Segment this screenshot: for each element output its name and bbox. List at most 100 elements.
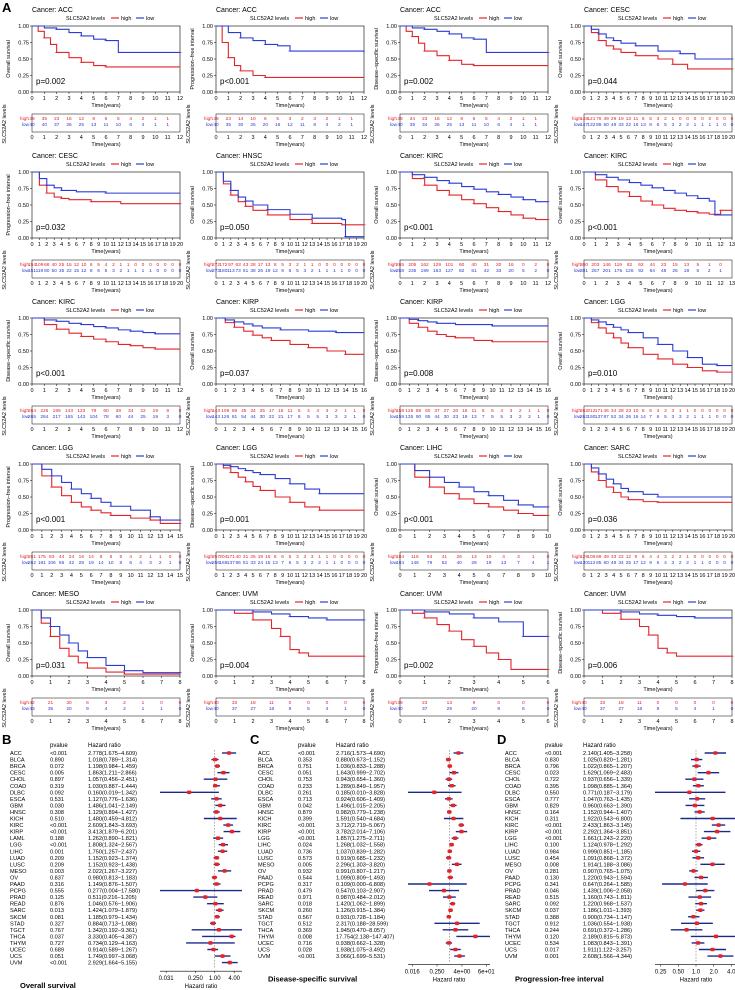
risk-x-tick-label: 4 <box>70 573 73 579</box>
risk-x-tick-label: 19 <box>354 573 360 579</box>
risk-table-ylabel: SLC52A2 levels <box>186 688 192 727</box>
risk-x-tick-label: 2 <box>229 573 232 579</box>
risk-low-count: 6 <box>522 706 525 712</box>
forest-hr-text: 0.999(0.851−1.185) <box>583 849 632 855</box>
forest-hr-text: 1.083(0.843−1.391) <box>583 941 632 947</box>
risk-x-tick-label: 10 <box>655 135 661 141</box>
risk-table-frame <box>31 405 181 425</box>
forest-cancer-label: LAML <box>10 836 25 842</box>
risk-high-count: 0 <box>547 262 550 268</box>
risk-high-count: 0 <box>547 408 550 414</box>
forest-cancer-label: SKCM <box>258 908 275 914</box>
risk-low-count: 3 <box>166 414 169 420</box>
y-tick-label: 0.25 <box>202 512 213 518</box>
risk-x-tick-label: 6 <box>259 573 262 579</box>
x-tick-label: 1 <box>590 388 593 394</box>
forest-hr-text: 0.771(0.187−3.179) <box>583 790 632 796</box>
risk-low-count: 2 <box>318 560 321 566</box>
risk-high-count: 0 <box>171 262 174 268</box>
risk-low-count: 151 <box>28 268 36 274</box>
risk-high-count: 0 <box>179 408 182 414</box>
risk-x-tick-label: 8 <box>362 719 365 725</box>
risk-low-count: 1 <box>350 122 353 128</box>
risk-low-count: 2 <box>534 268 537 274</box>
x-tick-label: 2 <box>423 242 426 248</box>
risk-high-count: 158 <box>396 408 404 414</box>
forest-x-tick-label: 1.00 <box>209 976 221 982</box>
risk-low-count: 180 <box>219 268 227 274</box>
risk-low-count: 7 <box>281 560 284 566</box>
risk-low-count: 175 <box>614 268 622 274</box>
forest-hr-text: 1.057(0.456−2.451) <box>88 777 137 783</box>
x-tick-label: 7 <box>160 680 163 686</box>
forest-cancer-label: KIRP <box>258 830 271 836</box>
risk-high-count: 11 <box>472 408 477 414</box>
risk-low-count: 37 <box>54 122 60 128</box>
forest-hr-text: 2.608(1.566−4.344) <box>583 954 632 960</box>
risk-low-count: 39 <box>410 122 416 128</box>
risk-high-count: 257 <box>212 554 220 560</box>
risk-x-tick-label: 10 <box>655 573 661 579</box>
forest-hr-text: 1.496(1.015−2.205) <box>336 803 385 809</box>
risk-high-count: 5 <box>298 408 301 414</box>
risk-high-count: 10 <box>250 116 256 122</box>
legend-title: SLC52A2 levels <box>66 600 105 606</box>
risk-x-tick-label: 6 <box>651 281 654 287</box>
risk-low-count: 2 <box>311 268 314 274</box>
km-low-curve <box>32 25 180 53</box>
forest-hr-point <box>208 941 213 945</box>
risk-low-count: 90 <box>416 414 422 420</box>
risk-low-count: 137 <box>595 414 603 420</box>
risk-high-count: 2 <box>301 116 304 122</box>
risk-high-count: 1 <box>154 116 157 122</box>
forest-pvalue: <0.001 <box>50 843 67 849</box>
risk-low-count: 33 <box>496 268 502 274</box>
forest-pvalue-header: pvalue <box>545 743 563 749</box>
x-tick-label: 15 <box>692 96 698 102</box>
y-tick-label: 0.25 <box>386 220 397 226</box>
x-tick-label: 19 <box>354 242 360 248</box>
risk-high-count: 0 <box>355 262 358 268</box>
risk-low-count: 13 <box>91 122 97 128</box>
risk-low-count: 17 <box>287 414 293 420</box>
risk-x-tick-label: 6 <box>104 135 107 141</box>
risk-high-count: 0 <box>363 262 366 268</box>
risk-low-count: 18 <box>637 706 643 712</box>
forest-pvalue: 0.984 <box>545 849 559 855</box>
km-title: Cancer: KIRC <box>584 153 627 160</box>
risk-high-count: 0 <box>344 700 347 706</box>
forest-cancer-label: KIRP <box>505 830 518 836</box>
forest-hr-text: 1.126(0.915−1.384) <box>336 908 385 914</box>
risk-low-count: 86 <box>236 560 242 566</box>
risk-table-ylabel: SLC52A2 levels <box>554 396 560 435</box>
risk-x-tick-label: 9 <box>649 135 652 141</box>
forest-hr-text: 2.778(1.675−4.609) <box>88 751 137 757</box>
risk-x-tick-label: 3 <box>60 573 63 579</box>
forest-hr-text: 1.863(1.211−2.866) <box>88 771 137 777</box>
forest-cancer-label: TGCT <box>505 921 521 927</box>
legend-high-label: high <box>673 600 683 606</box>
forest-hr-text: 2.317(0.188−28.599) <box>336 921 388 927</box>
x-tick-label: 20 <box>177 242 183 248</box>
risk-high-count: 171 <box>595 408 603 414</box>
x-tick-label: 19 <box>170 242 176 248</box>
x-tick-label: 9 <box>298 388 301 394</box>
risk-high-count: 106 <box>587 554 595 560</box>
risk-x-tick-label: 19 <box>722 135 728 141</box>
risk-high-count: 0 <box>363 408 366 414</box>
risk-high-count: 34 <box>410 116 416 122</box>
x-tick-label: 10 <box>103 242 109 248</box>
risk-x-tick-label: 3 <box>605 135 608 141</box>
risk-x-tick-label: 4 <box>612 135 615 141</box>
risk-high-count: 1 <box>127 262 130 268</box>
risk-low-count: 0 <box>179 268 182 274</box>
risk-x-tick-label: 8 <box>642 427 645 433</box>
risk-high-count: 172 <box>219 262 227 268</box>
risk-high-count: 4 <box>657 554 660 560</box>
forest-cancer-label: HNSC <box>10 810 26 816</box>
risk-x-tick-label: 18 <box>162 281 168 287</box>
risk-high-count: 18 <box>250 700 256 706</box>
forest-pvalue: 0.005 <box>50 771 64 777</box>
risk-high-count: 4 <box>307 408 310 414</box>
